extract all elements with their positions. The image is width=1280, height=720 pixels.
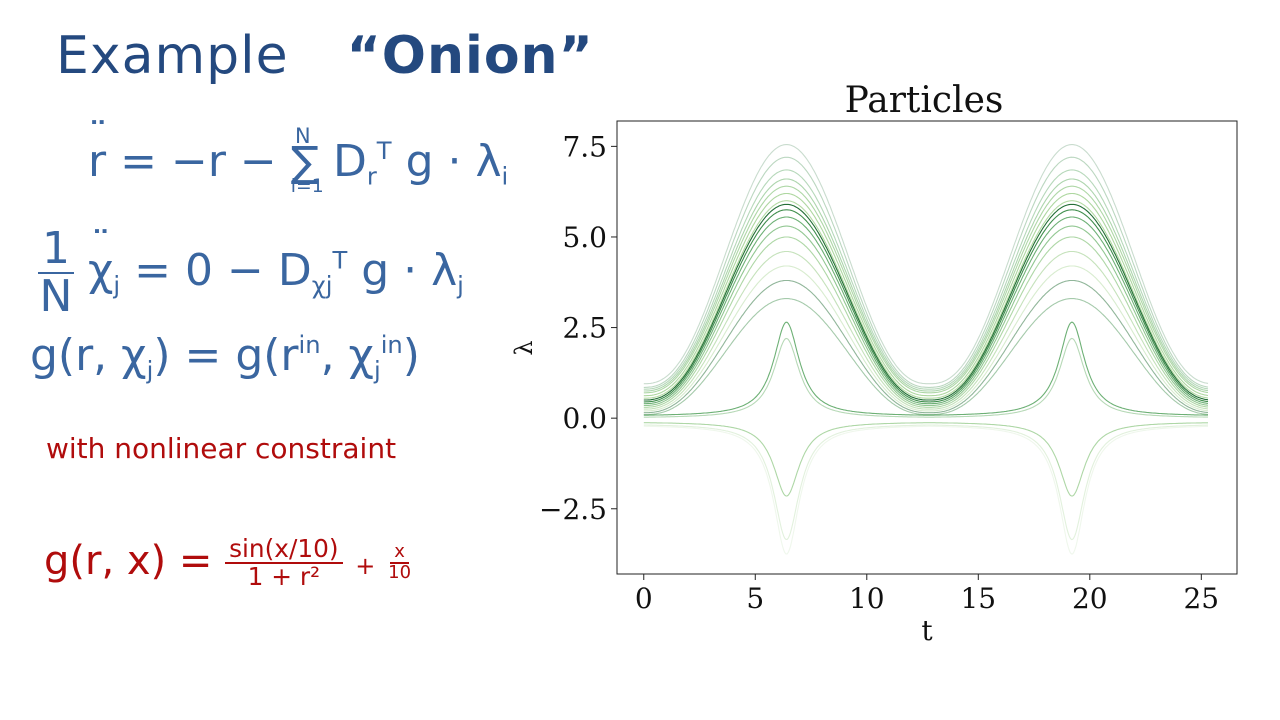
x-tick-label: 25 [1183,582,1219,615]
x-axis-ticks: 0 5 10 15 20 25 [635,574,1219,615]
eq3-lhs-sub: j [146,356,154,385]
eq1-sum-top: N [294,124,311,149]
geq-small-den: 10 [388,562,412,584]
y-tick-label: 2.5 [562,312,607,345]
eq3-sub-j: j [373,356,381,385]
eq3-comma: , χ [320,330,374,381]
eq2-lhs-sub: j [113,271,121,300]
equation-chi-dynamics: 1N χj = 0 − DχjT g · λj [38,223,464,323]
particle-series-line [643,169,1209,390]
eq1-sum: N ∑ i=1 [290,124,324,197]
x-tick-label: 0 [635,582,653,615]
particle-series-line [643,178,1209,392]
particle-series-line [643,209,1209,403]
chart-title: Particles [845,80,1004,121]
particle-series-line [643,156,1209,388]
plot-frame [616,120,1238,575]
particle-series-line [643,250,1209,410]
particle-series-line [643,425,1208,555]
particle-series-line [643,298,1209,416]
particle-series-line [643,200,1209,399]
eq2-mid: = 0 − D [134,245,312,297]
eq3-sup-in-2: in [380,331,403,360]
geq-small-num: x [390,542,409,565]
y-axis-ticks: −2.5 0.0 2.5 5.0 7.5 [539,130,617,526]
eq1-mid: = −r − [120,136,277,187]
eq1-term-sup: T [376,137,392,166]
eq2-term-sup: T [332,246,348,275]
eq1-tail-sub: i [501,162,509,191]
particle-series-line [643,144,1209,385]
notes-title: Example “Onion” [56,26,594,86]
y-tick-label: −2.5 [539,493,607,526]
eq1-sum-symbol: ∑ [290,137,319,186]
y-tick-label: 5.0 [562,221,607,254]
geq-lhs: g(r, x) = [44,538,213,585]
x-axis-label: t [921,614,933,647]
particle-series-line [643,321,1208,416]
eq1-sum-bottom: i=1 [290,176,324,198]
title-name: “Onion” [346,26,594,86]
eq1-tail: g · λ [405,136,502,187]
particle-series-line [643,279,1209,414]
equation-g-boundary: g(r, χj) = g(rin, χjin) [30,330,420,384]
y-axis-label: λ [510,340,538,355]
eq3-mid: ) = g(r [153,330,299,381]
particle-series-line [643,192,1209,397]
eq1-lhs: r [88,114,106,187]
particle-series-line [643,225,1209,407]
constraint-label: with nonlinear constraint [46,432,397,465]
particle-series-line [643,337,1208,418]
x-tick-label: 15 [960,582,996,615]
particle-series-line [643,203,1209,401]
eq2-term-sub: χj [311,271,333,300]
y-tick-label: 0.0 [562,402,607,435]
title-example: Example [56,26,289,86]
particle-series-line [643,424,1208,541]
geq-small-fraction: x 10 [388,542,412,584]
geq-fraction: sin(x/10) 1 + r² [225,535,343,592]
equation-r-dynamics: r = −r − N∑i=1 DrT g · λi [88,114,509,197]
equation-g-definition: g(r, x) = sin(x/10) 1 + r² + x 10 [44,535,412,592]
particle-series-line [643,216,1209,405]
particle-series-line [643,422,1208,497]
geq-den: 1 + r² [247,562,321,592]
handwritten-notes: Example“Onion” r = −r − N∑i=1 DrT g · λi… [0,0,593,720]
eq2-tail: g · λ [361,245,458,297]
chart-series-group [643,144,1209,555]
geq-num: sin(x/10) [225,535,343,565]
y-tick-label: 7.5 [562,130,607,163]
eq3-sup-in-1: in [298,331,321,360]
particle-series-line [643,236,1209,408]
eq2-frac-den: N [39,271,73,323]
particles-chart: Particles 0 5 10 15 20 25 −2.50.02.55.07.5 t … [510,80,1238,647]
x-tick-label: 5 [746,582,764,615]
eq1-term-sub: r [366,162,377,191]
particle-series-line [643,185,1209,394]
eq3-close: ) [402,330,420,381]
x-tick-label: 20 [1072,582,1108,615]
eq2-lhs: χ [88,223,114,296]
eq2-tail-sub: j [457,271,464,300]
eq2-frac-num: 1 [38,225,74,275]
eq3-lhs: g(r, χ [30,330,147,381]
eq1-term: D [332,136,367,187]
x-tick-label: 10 [849,582,885,615]
geq-plus: + [355,552,376,581]
particle-series-line [643,265,1209,412]
